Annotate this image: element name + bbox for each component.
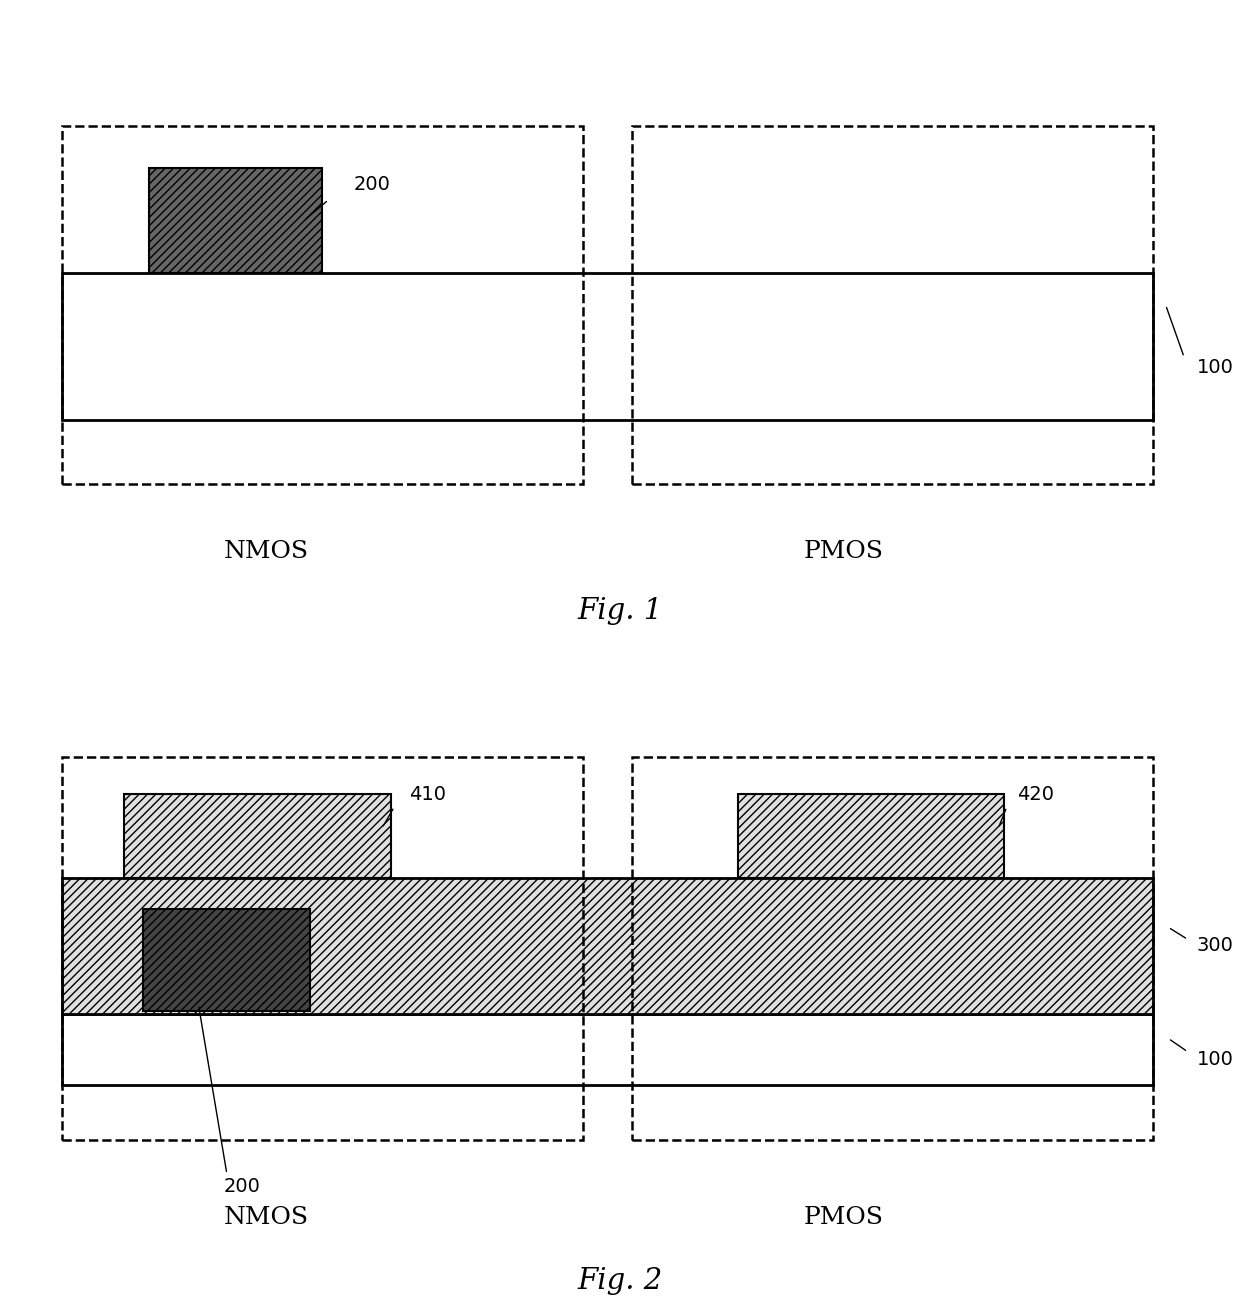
Text: Fig. 2: Fig. 2 (578, 1267, 662, 1296)
Text: 200: 200 (353, 176, 391, 194)
Bar (738, 795, 1004, 878)
Bar (632, 757, 1153, 1141)
Bar (143, 909, 310, 1010)
Bar (62, 878, 1153, 1013)
Text: NMOS: NMOS (224, 1206, 309, 1229)
Text: PMOS: PMOS (804, 540, 883, 564)
Bar (62, 126, 583, 484)
Bar (124, 795, 391, 878)
Text: 100: 100 (1197, 1050, 1234, 1070)
Text: 300: 300 (1197, 936, 1234, 955)
Bar (632, 126, 1153, 484)
Text: NMOS: NMOS (224, 540, 309, 564)
Bar (149, 168, 322, 273)
Text: 200: 200 (223, 1177, 260, 1196)
Bar (62, 273, 1153, 420)
Text: 100: 100 (1197, 359, 1234, 377)
Text: 420: 420 (1017, 784, 1054, 804)
Bar (62, 757, 583, 1141)
Bar (62, 1013, 1153, 1084)
Text: Fig. 1: Fig. 1 (578, 597, 662, 625)
Text: PMOS: PMOS (804, 1206, 883, 1229)
Text: 410: 410 (409, 784, 446, 804)
